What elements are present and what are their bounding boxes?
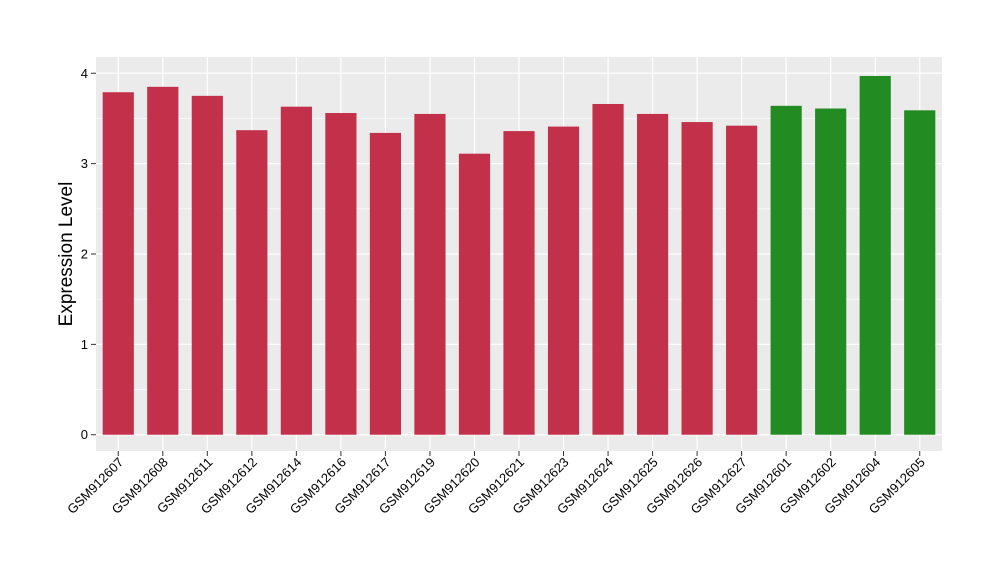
y-tick-label: 1 [81,337,88,352]
bar-gsm912617 [369,132,402,435]
bar-gsm912626 [681,122,713,435]
bar-gsm912607 [102,92,134,435]
bar-gsm912627 [726,125,758,435]
bar-gsm912605 [904,110,936,435]
bar-gsm912604 [859,75,891,435]
y-tick-label: 3 [81,156,88,171]
bar-gsm912611 [191,95,223,435]
bar-gsm912624 [592,103,624,435]
bar-gsm912608 [147,86,179,435]
y-tick-label: 2 [81,247,88,262]
bar-gsm912625 [636,113,669,435]
x-axis: GSM912607GSM912608GSM912611GSM912612GSM9… [64,451,928,517]
bar-gsm912620 [458,153,491,435]
bar-gsm912616 [325,113,357,435]
bar-gsm912612 [236,130,268,435]
bar-gsm912601 [770,105,802,435]
y-tick-label: 4 [81,66,88,81]
bar-gsm912623 [547,126,580,435]
bar-gsm912602 [815,108,847,435]
bars [102,75,936,435]
y-tick-label: 0 [81,427,88,442]
y-axis: 0 1 2 3 4 [81,66,96,442]
bar-gsm912619 [414,113,446,435]
bar-gsm912621 [503,131,535,435]
bar-gsm912614 [280,106,312,435]
y-axis-title: Expression Level [56,182,77,327]
